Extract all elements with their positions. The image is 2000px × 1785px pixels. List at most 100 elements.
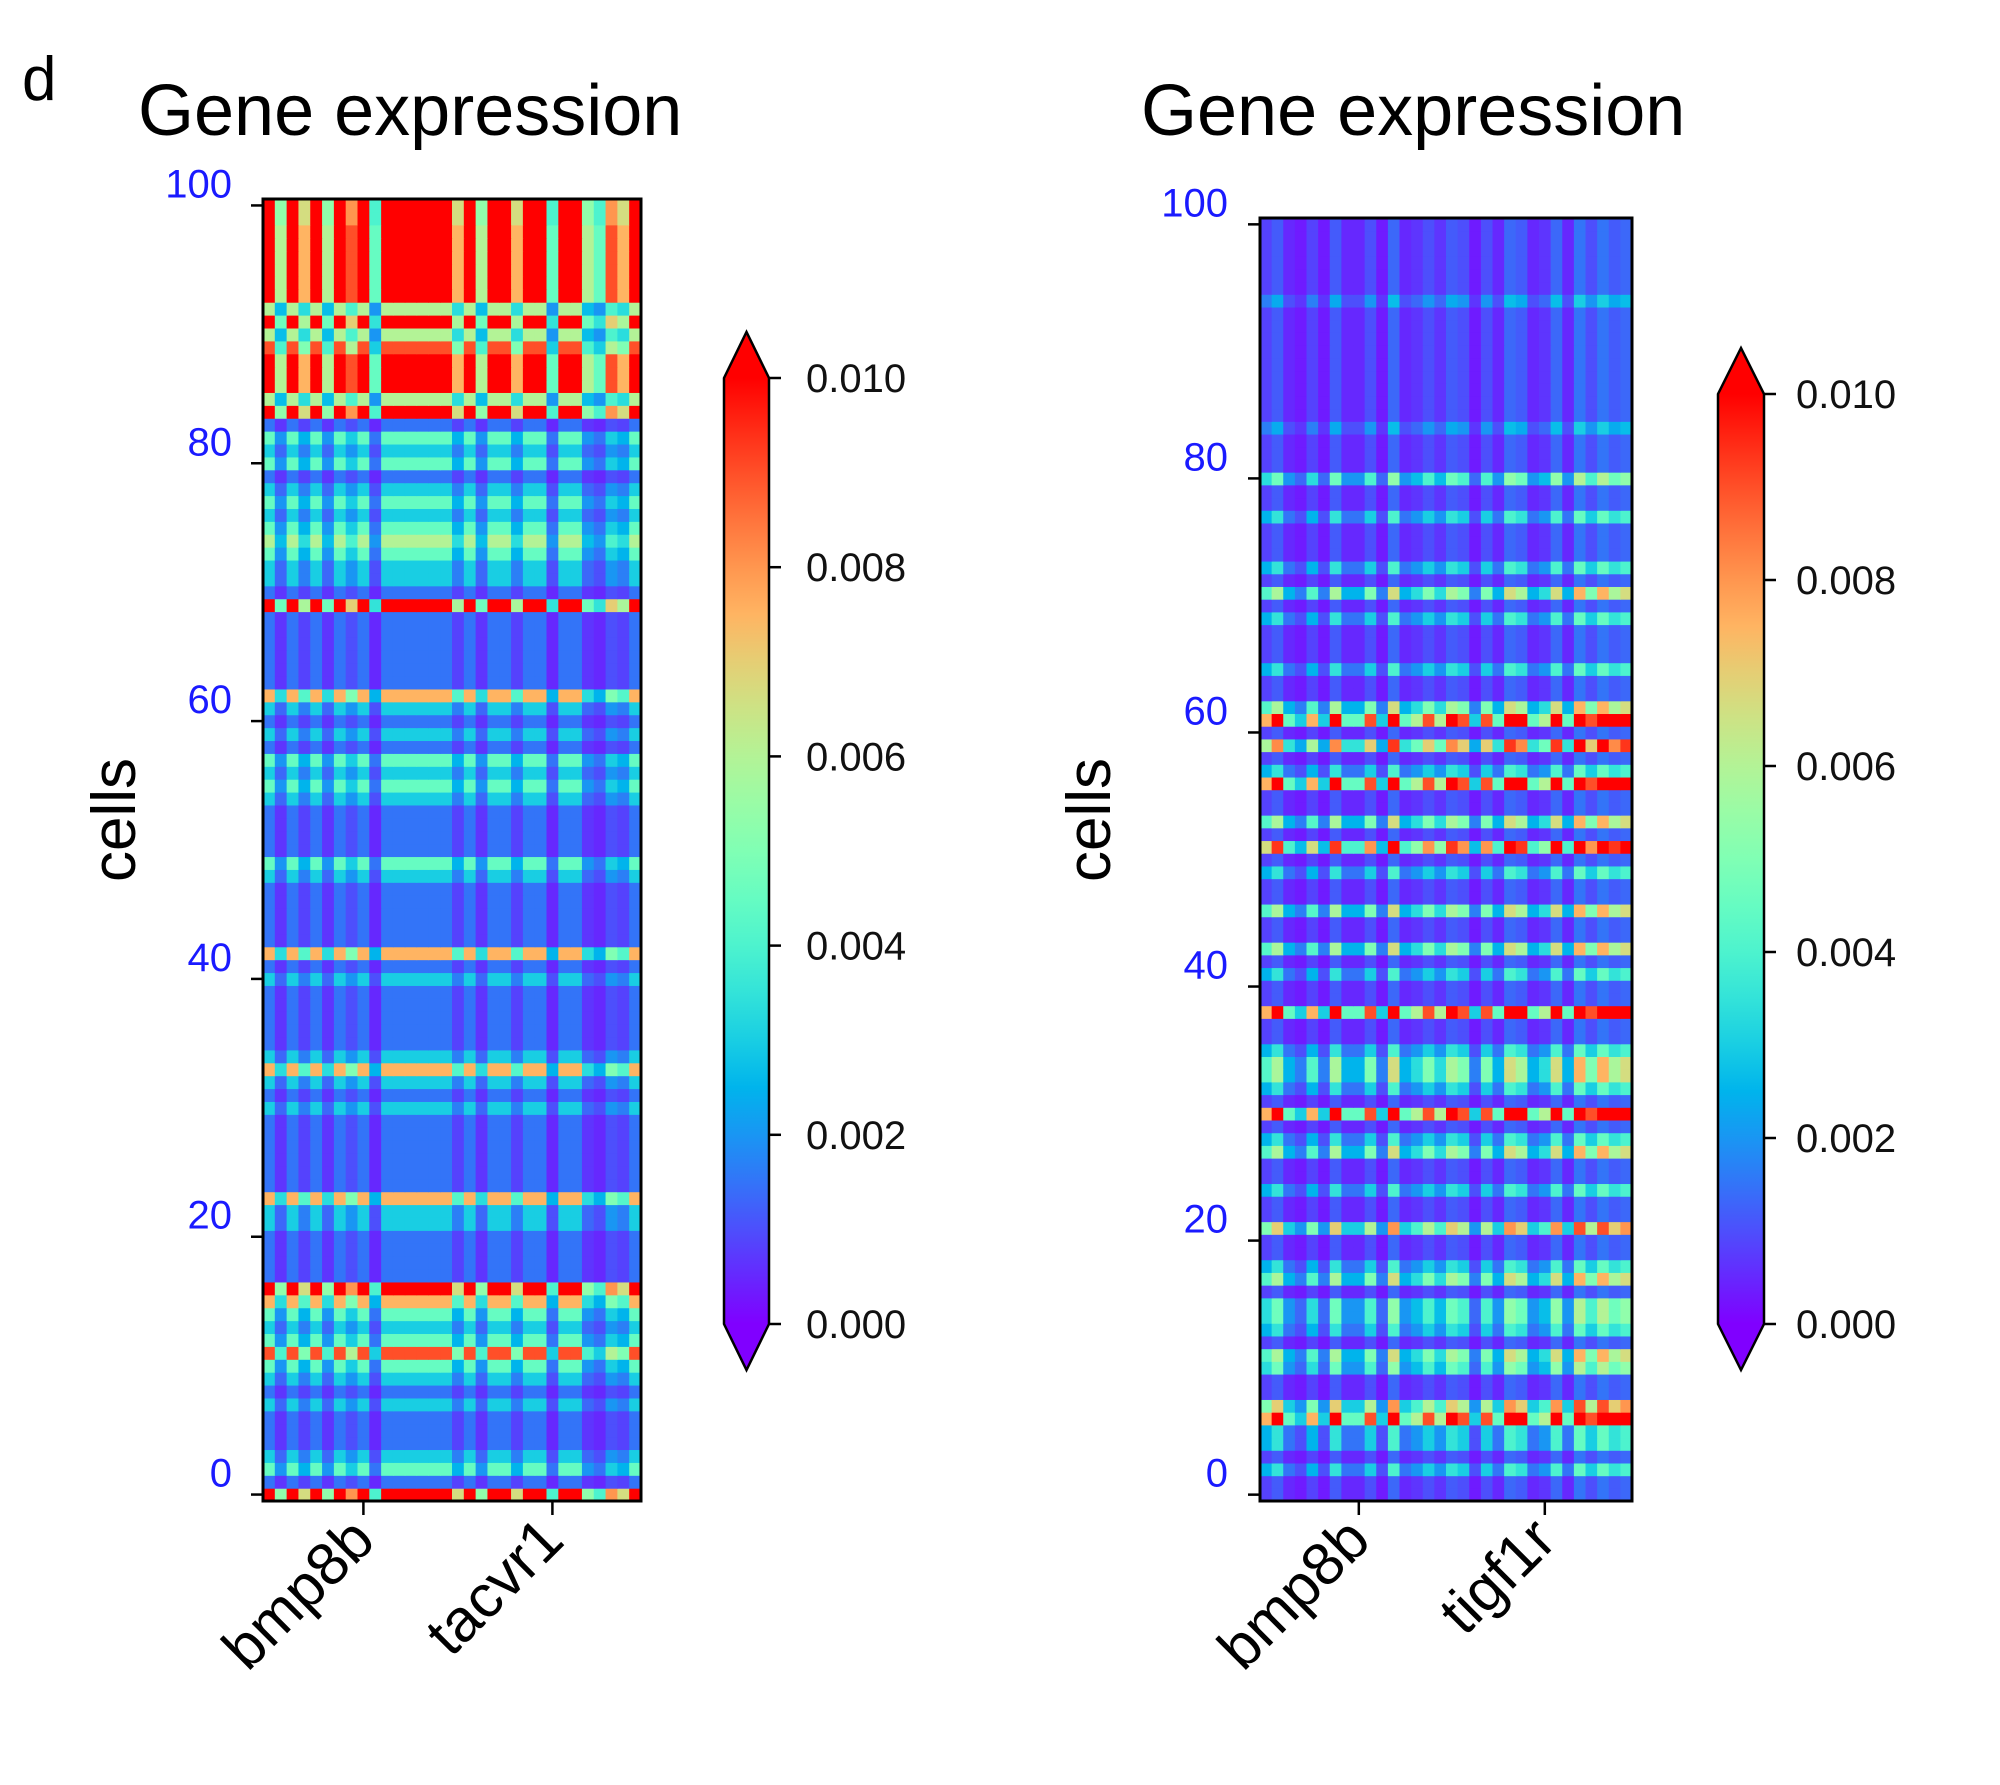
heatmap-cell [1341,1361,1354,1375]
heatmap-cell [522,508,536,522]
heatmap-cell [310,585,323,600]
heatmap-cell [1515,942,1528,956]
heatmap-cell [263,521,276,535]
heatmap-cell [369,1075,382,1090]
heatmap-cell [1283,1094,1296,1108]
heatmap-cell [1260,1450,1273,1464]
heatmap-cell [452,443,465,458]
heatmap-cell [558,998,571,1012]
heatmap-cell [1422,1005,1435,1019]
heatmap-cell [558,1088,571,1102]
heatmap-cell [1411,1272,1424,1286]
heatmap-cell [1271,1323,1284,1337]
heatmap-cell [345,1320,359,1335]
heatmap-cell [404,959,418,974]
heatmap-cell [322,1178,335,1193]
heatmap-cell [1364,1272,1377,1286]
heatmap-cell [499,1436,512,1451]
heatmap-cell [298,237,311,252]
heatmap-cell [1294,954,1308,969]
heatmap-cell [475,1152,489,1167]
heatmap-cell [274,998,288,1012]
heatmap-cell [1341,827,1354,842]
heatmap-cell [1492,1107,1505,1121]
heatmap-cell [1294,1310,1308,1324]
heatmap-cell [1411,1462,1424,1477]
heatmap-cell [1527,903,1540,918]
heatmap-cell [463,1268,477,1283]
heatmap-cell [487,766,500,780]
heatmap-cell [558,766,571,780]
heatmap-cell [333,1488,347,1502]
heatmap-cell [452,817,465,832]
heatmap-cell [428,353,441,368]
heatmap-cell [593,456,607,471]
heatmap-cell [1271,1310,1284,1324]
heatmap-cell [1457,1158,1470,1172]
heatmap-cell [1620,1145,1633,1159]
heatmap-cell [522,559,536,574]
heatmap-cell [452,688,465,703]
heatmap-cell [511,779,524,793]
heatmap-cell [1306,1462,1319,1477]
heatmap-cell [1306,1208,1319,1223]
heatmap-cell [511,327,524,342]
heatmap-cell [1527,840,1540,854]
heatmap-cell [369,405,382,419]
heatmap-cell [1399,1246,1412,1261]
heatmap-cell [511,211,524,226]
heatmap-cell [1539,942,1552,956]
heatmap-cell [463,740,477,754]
heatmap-cell [1446,1450,1459,1464]
heatmap-cell [1469,942,1482,956]
heatmap-cell [546,521,559,535]
heatmap-cell [381,315,394,329]
heatmap-cell [558,211,571,226]
heatmap-cell [1527,1488,1540,1502]
heatmap-cell [570,443,583,458]
heatmap-cell [1399,929,1412,943]
heatmap-cell [392,1268,406,1283]
heatmap-cell [1329,1361,1342,1375]
heatmap-cell [534,392,548,406]
heatmap-cell [1294,916,1308,930]
heatmap-cell [499,1178,512,1193]
heatmap-cell [1341,967,1354,981]
heatmap-cell [1283,1107,1296,1121]
heatmap-cell [274,727,288,742]
heatmap-cell [345,1372,359,1386]
heatmap-cell [345,817,359,832]
heatmap-cell [1527,1310,1540,1324]
heatmap-cell [381,856,394,870]
heatmap-cell [333,1449,347,1463]
heatmap-cell [1480,954,1494,969]
heatmap-cell [381,211,394,226]
heatmap-cell [1527,1348,1540,1362]
heatmap-cell [593,1372,607,1386]
heatmap-cell [428,534,441,548]
heatmap-cell [1585,1399,1598,1413]
heatmap-cell [322,302,335,316]
heatmap-cell [581,611,595,625]
heatmap-cell [475,740,489,754]
heatmap-cell [1539,1323,1552,1337]
heatmap-cell [593,624,607,638]
heatmap-cell [1504,954,1517,969]
heatmap-cell [333,1088,347,1102]
heatmap-cell [511,908,524,922]
heatmap-cell [263,1346,276,1360]
heatmap-cell [404,443,418,458]
heatmap-cell [263,559,276,574]
heatmap-cell [475,882,489,896]
heatmap-cell [487,753,500,767]
heatmap-cell [1422,1018,1435,1032]
heatmap-cell [522,1294,536,1309]
heatmap-cell [581,1204,595,1218]
heatmap-cell [428,1333,441,1347]
heatmap-cell [416,1449,429,1463]
heatmap-cell [392,779,406,793]
heatmap-cell [345,263,359,277]
heatmap-cell [581,572,595,587]
heatmap-cell [428,340,441,355]
heatmap-cell [534,1281,548,1296]
